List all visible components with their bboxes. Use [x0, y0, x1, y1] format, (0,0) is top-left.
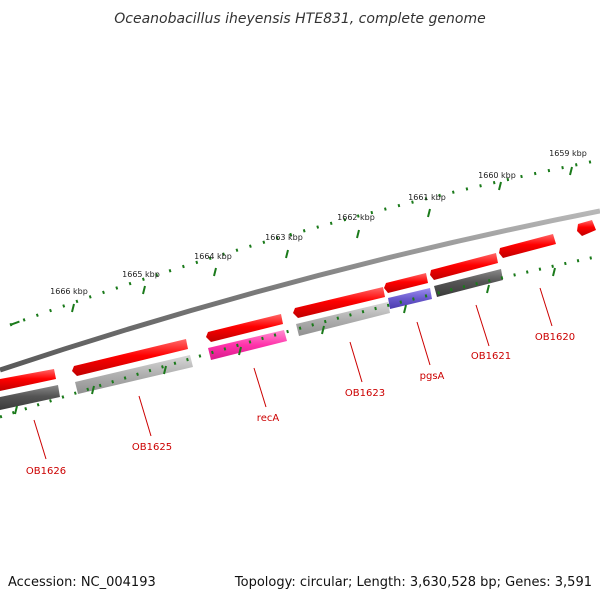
inner-scale-dots	[0, 254, 600, 419]
leader-ob1620	[539, 287, 553, 327]
scale-tick-1666	[71, 303, 75, 313]
gene-label-pgsA[interactable]: pgsA	[420, 371, 445, 382]
gene-arrow-ob1625[interactable]	[72, 339, 188, 376]
inner-tick-6	[163, 365, 167, 375]
scale-label-1665: 1665 kbp	[122, 270, 160, 279]
inner-tick-3	[403, 304, 407, 314]
leader-ob1626	[33, 419, 47, 460]
accession-text: Accession: NC_004193	[8, 575, 156, 590]
inner-tick-7	[91, 385, 95, 395]
scale-label-1659: 1659 kbp	[549, 149, 587, 158]
gene-bar-pgsA[interactable]	[388, 288, 432, 309]
outer-scale-dots	[9, 158, 600, 327]
gene-bar-ob1625[interactable]	[75, 355, 193, 394]
inner-scale-ring	[0, 254, 600, 419]
scale-tick-1660	[498, 181, 502, 191]
scale-tick-1664	[213, 267, 217, 277]
forward-strand-genes	[0, 220, 596, 391]
scale-label-1661: 1661 kbp	[408, 193, 446, 202]
gene-bar-ob1623[interactable]	[296, 302, 390, 336]
gene-label-ob1625[interactable]: OB1625	[132, 442, 172, 453]
gene-bar-ob1626[interactable]	[0, 385, 60, 410]
scale-tick-1659	[569, 166, 573, 176]
gene-label-ob1621[interactable]: OB1621	[471, 351, 511, 362]
gene-label-ob1626[interactable]: OB1626	[26, 466, 66, 477]
gene-arrow-recA[interactable]	[206, 314, 283, 342]
leader-ob1621	[475, 304, 490, 347]
gene-arrow-offscreen[interactable]	[577, 220, 596, 236]
scale-tick-1661	[427, 208, 431, 218]
scale-label-1666: 1666 kbp	[50, 287, 88, 296]
genome-title: Oceanobacillus iheyensis HTE831, complet…	[114, 11, 485, 27]
inner-tick-5	[238, 346, 242, 356]
topology-text: Topology: circular; Length: 3,630,528 bp…	[234, 575, 592, 590]
inner-tick-1	[552, 267, 556, 277]
inner-tick-8	[14, 405, 18, 415]
gene-label-ob1623[interactable]: OB1623	[345, 388, 385, 399]
gene-arrow-ob1621[interactable]	[430, 253, 498, 280]
gene-arrow-pgsA[interactable]	[384, 273, 428, 293]
gene-label-ob1620[interactable]: OB1620	[535, 332, 575, 343]
outer-scale-major-ticks	[9, 159, 600, 326]
inner-tick-4	[321, 325, 325, 335]
scale-tick-1663	[285, 249, 289, 259]
leader-recA	[253, 367, 267, 408]
leader-ob1623	[349, 341, 363, 383]
gene-arrow-ob1626[interactable]	[0, 369, 56, 391]
gene-leader-lines	[33, 287, 553, 460]
scale-label-1663: 1663 kbp	[265, 233, 303, 242]
leader-ob1625	[138, 395, 152, 437]
outer-scale-ring	[9, 158, 600, 327]
leader-pgsA	[416, 321, 431, 366]
gene-bar-recA[interactable]	[208, 330, 287, 360]
scale-tick-1662	[356, 229, 360, 239]
gene-label-recA[interactable]: recA	[257, 413, 280, 424]
secondary-gene-track	[0, 269, 503, 410]
scale-label-1660: 1660 kbp	[478, 171, 516, 180]
scale-label-1664: 1664 kbp	[194, 252, 232, 261]
genome-backbone	[0, 208, 600, 373]
scale-tick-1665	[142, 285, 146, 295]
gene-arrow-ob1623[interactable]	[293, 287, 385, 318]
scale-labels: 1659 kbp 1660 kbp 1661 kbp 1662 kbp 1663…	[50, 149, 587, 296]
gene-labels: OB1620 OB1621 pgsA OB1623 recA OB1625 OB…	[26, 332, 575, 477]
scale-label-1662: 1662 kbp	[337, 213, 375, 222]
gene-arrow-ob1620[interactable]	[499, 234, 556, 258]
inner-tick-2	[486, 284, 490, 294]
